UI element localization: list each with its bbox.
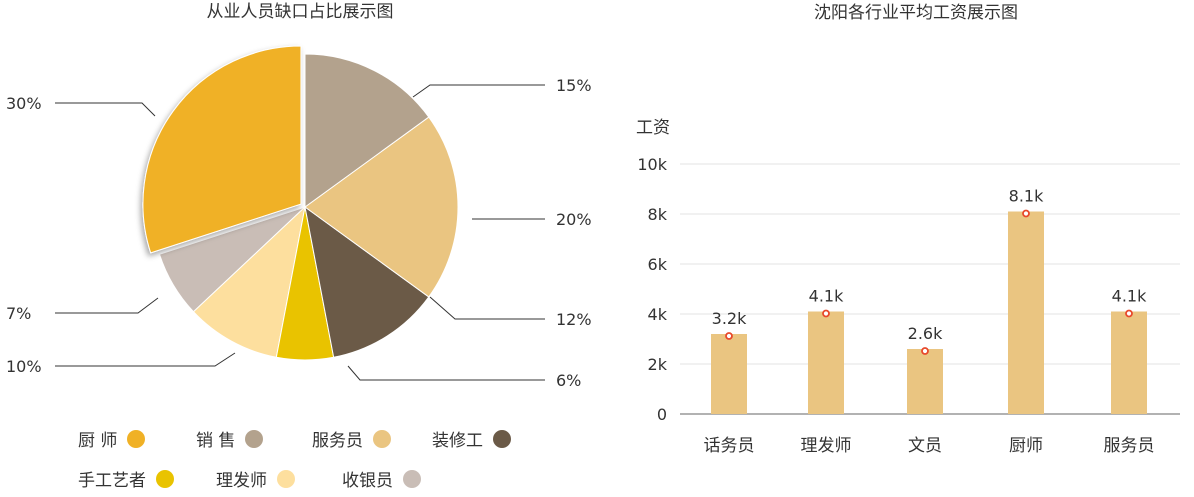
bar-marker bbox=[1125, 309, 1133, 318]
y-axis-label: 工资 bbox=[636, 118, 670, 138]
legend-label: 服务员 bbox=[312, 431, 363, 451]
legend-item: 收银员 bbox=[342, 466, 421, 491]
pie-slice bbox=[304, 53, 430, 208]
bar-data-label: 8.1k bbox=[1009, 187, 1044, 206]
legend-label: 手工艺者 bbox=[78, 471, 146, 491]
legend-swatch bbox=[127, 429, 146, 448]
legend-label: 厨 师 bbox=[78, 431, 118, 451]
legend-swatch bbox=[493, 429, 511, 448]
legend-item: 手工艺者 bbox=[78, 466, 174, 491]
pie-leader-line bbox=[347, 365, 545, 381]
legend-swatch bbox=[403, 469, 421, 488]
pie-chart: 15% 20% 12% 6% 10% 7% 30% bbox=[6, 45, 592, 390]
legend-item: 销 售 bbox=[196, 426, 264, 451]
y-tick-label: 2k bbox=[648, 355, 668, 374]
pie-data-label: 20% bbox=[556, 210, 592, 229]
pie-leader-line bbox=[55, 352, 236, 367]
bar-data-label: 2.6k bbox=[908, 324, 943, 343]
x-tick-label: 服务员 bbox=[1104, 436, 1155, 456]
legend-swatch bbox=[373, 429, 391, 448]
pie-data-label: 7% bbox=[6, 304, 31, 323]
legend-label: 装修工 bbox=[432, 431, 483, 451]
pie-leader-line bbox=[55, 102, 156, 117]
bar-chart: 工资 0 2k 4k 6k 8k 10k 3.2k 话务员 4.1k 理发师 2.6k 文员 8.1k 厨师… bbox=[636, 118, 1180, 456]
pie-slice bbox=[304, 205, 430, 358]
legend-item: 装修工 bbox=[432, 426, 511, 451]
pie-data-label: 12% bbox=[556, 310, 592, 329]
bar-data-label: 4.1k bbox=[809, 287, 844, 306]
pie-data-label: 10% bbox=[6, 357, 42, 376]
x-tick-label: 文员 bbox=[908, 436, 942, 456]
bar bbox=[1008, 211, 1044, 414]
pie-slice bbox=[192, 205, 306, 358]
legend-label: 收银员 bbox=[342, 471, 393, 491]
bar bbox=[1111, 311, 1147, 414]
legend-swatch bbox=[245, 429, 264, 448]
y-tick-label: 0 bbox=[657, 405, 667, 424]
pie-chart-title: 从业人员缺口占比展示图 bbox=[207, 2, 394, 22]
pie-leader-line bbox=[55, 297, 159, 314]
pie-data-label: 6% bbox=[556, 371, 581, 390]
y-tick-label: 10k bbox=[637, 155, 667, 174]
legend-item: 理发师 bbox=[216, 466, 295, 491]
x-tick-label: 理发师 bbox=[801, 436, 852, 456]
bar-marker bbox=[822, 309, 830, 318]
y-tick-label: 6k bbox=[648, 255, 668, 274]
bar-data-label: 4.1k bbox=[1112, 287, 1147, 306]
bar-chart-title: 沈阳各行业平均工资展示图 bbox=[814, 3, 1018, 23]
legend-item: 厨 师 bbox=[78, 426, 146, 451]
pie-leader-line bbox=[429, 296, 545, 320]
pie-data-label: 15% bbox=[556, 76, 592, 95]
pie-data-label: 30% bbox=[6, 94, 42, 113]
y-tick-label: 8k bbox=[648, 205, 668, 224]
y-tick-label: 4k bbox=[648, 305, 668, 324]
legend-label: 理发师 bbox=[216, 471, 267, 491]
bar-marker bbox=[1022, 209, 1030, 218]
x-tick-label: 厨师 bbox=[1009, 436, 1043, 456]
bar bbox=[808, 311, 844, 414]
legend-item: 服务员 bbox=[312, 426, 391, 451]
x-tick-label: 话务员 bbox=[704, 436, 755, 456]
bar-marker bbox=[725, 332, 733, 340]
pie-slice bbox=[142, 45, 302, 254]
legend-swatch bbox=[277, 469, 295, 488]
bar-data-label: 3.2k bbox=[712, 309, 747, 328]
bar bbox=[907, 349, 943, 414]
pie-leader-line bbox=[412, 84, 545, 98]
legend-label: 销 售 bbox=[196, 431, 236, 451]
pie-slice bbox=[304, 116, 459, 298]
legend-swatch bbox=[156, 469, 174, 488]
bar-marker bbox=[921, 347, 929, 355]
bar bbox=[711, 334, 747, 414]
